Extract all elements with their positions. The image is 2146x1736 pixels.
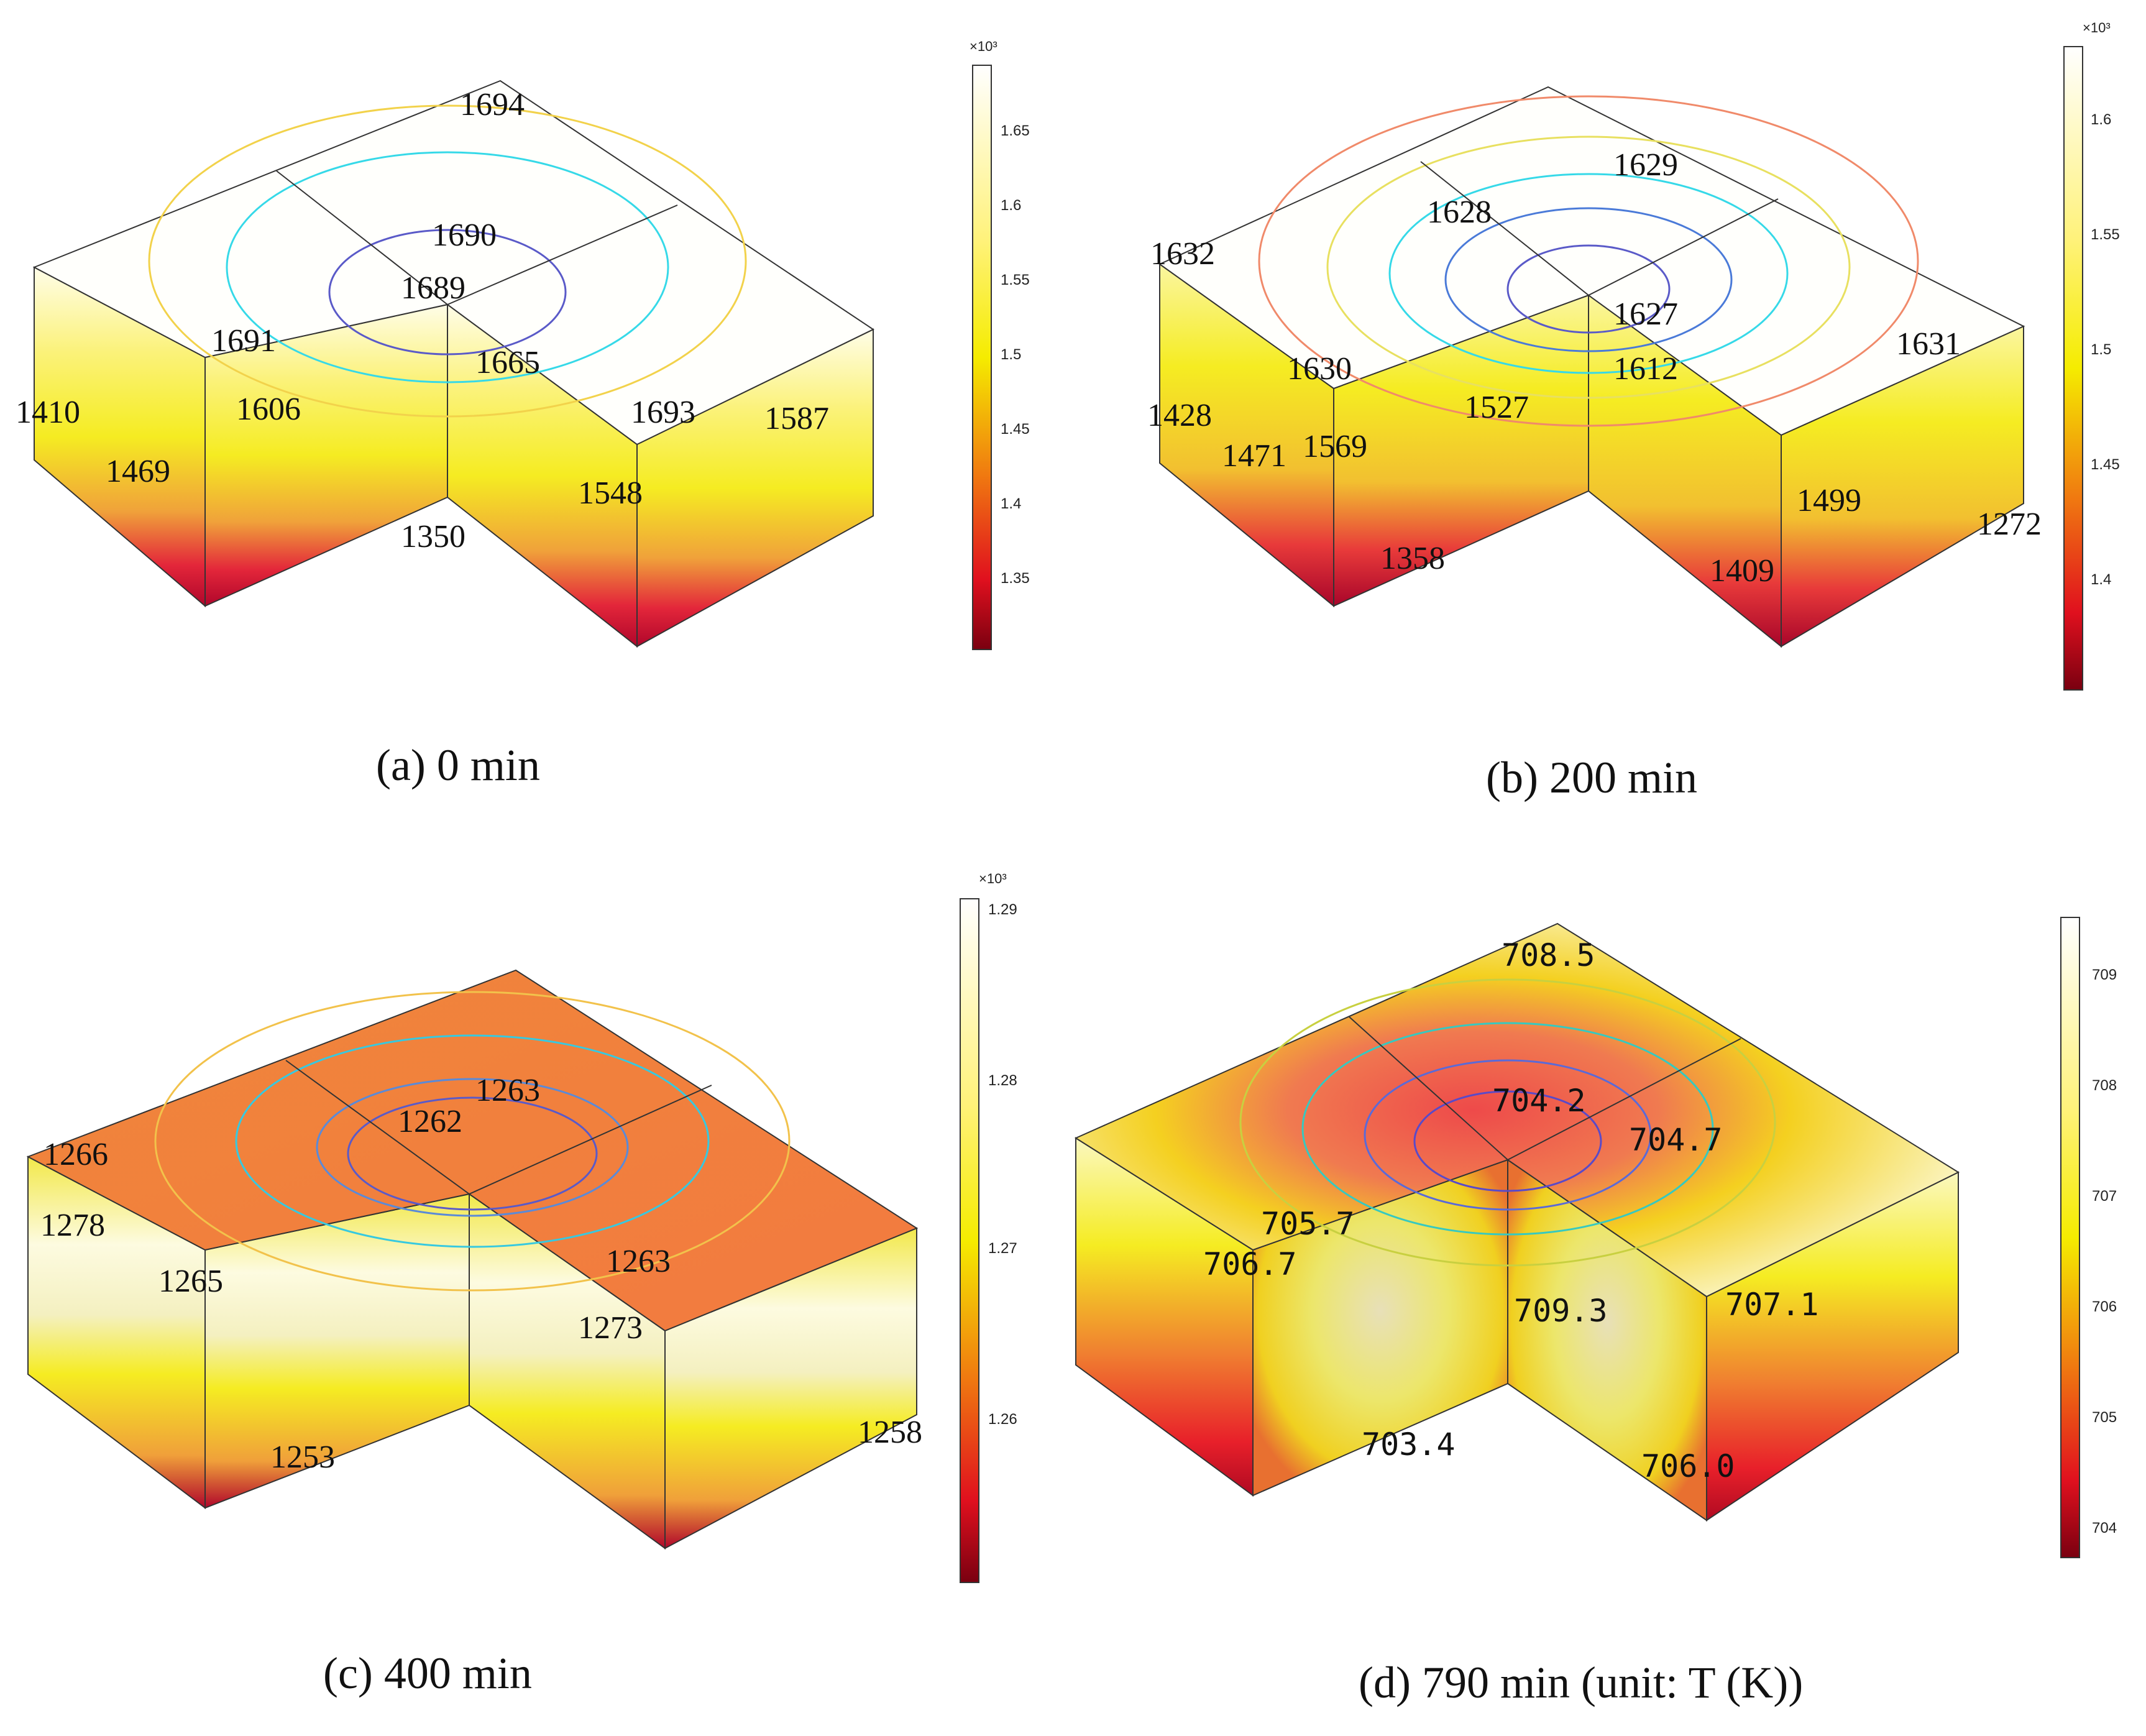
colorbar-tick: 1.29 bbox=[988, 901, 1017, 918]
caption-c: (c) 400 min bbox=[323, 1648, 532, 1698]
colorbar-tick: 1.27 bbox=[988, 1240, 1017, 1257]
contour-label: 1266 bbox=[44, 1137, 108, 1172]
contour-label: 1665 bbox=[475, 345, 540, 380]
contour-label: 1632 bbox=[1150, 236, 1215, 272]
colorbar-tick: 1.4 bbox=[2091, 571, 2111, 588]
colorbar-multiplier: ×10³ bbox=[979, 871, 1007, 886]
contour-label: 1569 bbox=[1303, 429, 1367, 464]
colorbar-tick: 704 bbox=[2092, 1520, 2117, 1536]
caption-d: (d) 790 min (unit: T (K)) bbox=[1359, 1658, 1804, 1707]
contour-label: 1690 bbox=[432, 218, 497, 253]
panel-c-figure: 1263 1262 1266 1278 1263 1265 1273 1258 … bbox=[26, 871, 1017, 1583]
panel-d: 708.5 704.2 704.7 705.7 706.7 709.3 707.… bbox=[1073, 868, 2146, 1736]
contour-label: 1627 bbox=[1613, 296, 1678, 332]
contour-label: 1630 bbox=[1287, 351, 1352, 387]
contour-label: 1358 bbox=[1380, 541, 1445, 576]
caption-b: (b) 200 min bbox=[1486, 753, 1697, 802]
contour-label: 1469 bbox=[106, 454, 170, 489]
panel-b-figure: 1629 1628 1632 1627 1631 1630 1612 1428 … bbox=[1147, 20, 2120, 691]
colorbar-tick: 709 bbox=[2092, 967, 2117, 983]
contour-labels: 1694 1690 1689 1691 1665 1693 1410 1606 … bbox=[16, 87, 829, 554]
contour-label: 1689 bbox=[401, 270, 465, 306]
colorbar-tick: 1.6 bbox=[2091, 111, 2111, 128]
colorbar-tick: 708 bbox=[2092, 1077, 2117, 1094]
contour-label: 703.4 bbox=[1362, 1426, 1456, 1463]
colorbar-tick: 1.6 bbox=[1001, 197, 1021, 214]
contour-label: 706.7 bbox=[1203, 1246, 1297, 1282]
contour-label: 1606 bbox=[236, 392, 301, 427]
contour-label: 1273 bbox=[578, 1310, 643, 1346]
panel-c: 1263 1262 1266 1278 1263 1265 1273 1258 … bbox=[0, 868, 1073, 1736]
colorbar-multiplier: ×10³ bbox=[970, 39, 997, 54]
contour-labels: 1263 1262 1266 1278 1263 1265 1273 1258 … bbox=[40, 1073, 922, 1475]
contour-label: 1631 bbox=[1896, 326, 1961, 362]
contour-label: 1694 bbox=[460, 87, 525, 122]
contour-label: 1258 bbox=[858, 1415, 922, 1450]
contour-label: 705.7 bbox=[1261, 1206, 1355, 1242]
contour-label: 1499 bbox=[1797, 483, 1861, 518]
colorbar-tick: 1.5 bbox=[1001, 346, 1021, 363]
contour-label: 1272 bbox=[1977, 507, 2042, 542]
block-3d bbox=[1158, 86, 2025, 648]
contour-label: 709.3 bbox=[1514, 1293, 1608, 1329]
contour-label: 1548 bbox=[578, 475, 643, 511]
contour-label: 704.2 bbox=[1492, 1083, 1586, 1119]
caption-a: (a) 0 min bbox=[376, 740, 540, 790]
block-3d bbox=[32, 80, 875, 648]
colorbar-tick: 1.5 bbox=[2091, 341, 2111, 358]
contour-label: 707.1 bbox=[1725, 1287, 1819, 1323]
contour-label: 1471 bbox=[1222, 438, 1286, 474]
contour-label: 1691 bbox=[211, 323, 276, 359]
colorbar-tick: 705 bbox=[2092, 1409, 2117, 1426]
colorbar-tick: 1.55 bbox=[2091, 226, 2120, 243]
contour-label: 1263 bbox=[606, 1244, 671, 1279]
panel-d-figure: 708.5 704.2 704.7 705.7 706.7 709.3 707.… bbox=[1074, 917, 2117, 1558]
block-3d bbox=[26, 969, 919, 1550]
panel-a-figure: 1694 1690 1689 1691 1665 1693 1410 1606 … bbox=[16, 39, 1030, 650]
colorbar: 709 708 707 706 705 704 bbox=[2060, 917, 2117, 1558]
contour-label: 1278 bbox=[40, 1208, 105, 1243]
contour-label: 1409 bbox=[1710, 553, 1774, 589]
contour-label: 1428 bbox=[1147, 398, 1212, 433]
contour-labels: 708.5 704.2 704.7 705.7 706.7 709.3 707.… bbox=[1203, 937, 1819, 1484]
colorbar: ×10³ 1.65 1.6 1.55 1.5 1.45 1.4 1.35 bbox=[970, 39, 1030, 650]
colorbar-tick: 707 bbox=[2092, 1188, 2117, 1205]
contour-label: 1587 bbox=[764, 401, 829, 436]
panel-b: 1629 1628 1632 1627 1631 1630 1612 1428 … bbox=[1073, 0, 2146, 868]
colorbar-tick: 1.4 bbox=[1001, 495, 1021, 512]
colorbar-tick: 1.26 bbox=[988, 1411, 1017, 1428]
contour-label: 1410 bbox=[16, 395, 80, 430]
contour-labels: 1629 1628 1632 1627 1631 1630 1612 1428 … bbox=[1147, 147, 2042, 589]
contour-label: 1527 bbox=[1464, 390, 1529, 425]
colorbar: ×10³ 1.29 1.28 1.27 1.26 bbox=[960, 871, 1017, 1583]
colorbar-tick: 706 bbox=[2092, 1298, 2117, 1315]
contour-label: 1262 bbox=[398, 1104, 462, 1139]
contour-label: 1693 bbox=[631, 395, 695, 430]
contour-label: 706.0 bbox=[1641, 1448, 1735, 1484]
colorbar-tick: 1.45 bbox=[1001, 421, 1030, 438]
contour-label: 1629 bbox=[1613, 147, 1678, 183]
contour-label: 1628 bbox=[1427, 195, 1492, 230]
contour-label: 1612 bbox=[1613, 351, 1678, 387]
contour-label: 1265 bbox=[158, 1264, 223, 1299]
colorbar-tick: 1.55 bbox=[1001, 272, 1030, 288]
colorbar-tick: 1.45 bbox=[2091, 456, 2120, 473]
contour-label: 1253 bbox=[270, 1440, 335, 1475]
panel-a: 1694 1690 1689 1691 1665 1693 1410 1606 … bbox=[0, 0, 1073, 868]
colorbar-multiplier: ×10³ bbox=[2083, 20, 2111, 35]
block-3d bbox=[1074, 922, 1960, 1522]
contour-label: 704.7 bbox=[1629, 1122, 1723, 1158]
colorbar-tick: 1.35 bbox=[1001, 570, 1030, 587]
colorbar-tick: 1.28 bbox=[988, 1072, 1017, 1089]
colorbar-tick: 1.65 bbox=[1001, 122, 1030, 139]
contour-label: 1263 bbox=[475, 1073, 540, 1108]
colorbar: ×10³ 1.6 1.55 1.5 1.45 1.4 bbox=[2063, 20, 2120, 691]
contour-label: 1350 bbox=[401, 519, 465, 554]
contour-label: 708.5 bbox=[1502, 937, 1595, 973]
